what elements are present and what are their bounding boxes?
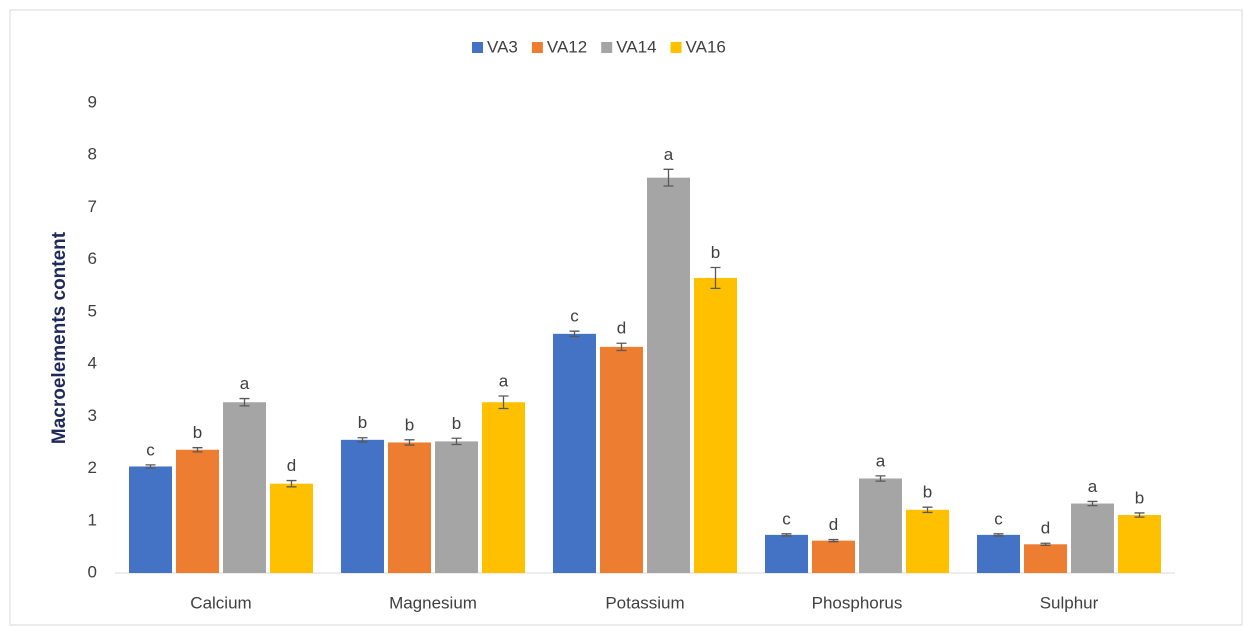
legend-label: VA3 (487, 37, 518, 56)
bar (694, 277, 737, 573)
significance-label: b (358, 413, 367, 432)
error-bar (993, 533, 1004, 537)
bar (129, 466, 172, 573)
legend-label: VA14 (616, 37, 656, 56)
bar (176, 449, 219, 573)
error-bar (828, 538, 839, 543)
significance-label: d (287, 456, 296, 475)
bar (388, 442, 431, 573)
y-tick-label: 2 (88, 458, 97, 477)
bar (600, 346, 643, 573)
significance-label: b (711, 243, 720, 262)
y-tick-label: 9 (88, 92, 97, 111)
legend-swatch (531, 42, 543, 53)
significance-label: d (1041, 519, 1050, 538)
error-bar (498, 395, 509, 410)
significance-label: a (664, 145, 674, 164)
error-bar (404, 439, 415, 446)
bar (1071, 503, 1114, 573)
significance-label: b (405, 415, 414, 434)
significance-label: b (452, 414, 461, 433)
error-bar (922, 506, 933, 514)
y-tick-label: 0 (88, 562, 97, 581)
bar (553, 333, 596, 573)
error-bar (451, 437, 462, 446)
significance-label: a (240, 374, 250, 393)
y-axis-title: Macroelements content (49, 231, 70, 444)
legend-label: VA12 (547, 37, 587, 56)
significance-label: c (146, 440, 155, 459)
bar (977, 534, 1020, 573)
bar (435, 441, 478, 573)
bar (223, 402, 266, 573)
error-bar (1040, 542, 1051, 546)
y-tick-label: 6 (88, 249, 97, 268)
x-tick-label: Sulphur (1040, 593, 1099, 612)
error-bar (616, 342, 627, 352)
significance-label: c (570, 307, 579, 326)
y-tick-label: 4 (88, 354, 97, 373)
significance-label: b (193, 423, 202, 442)
x-tick-label: Potassium (605, 593, 684, 612)
significance-label: b (923, 483, 932, 502)
error-bar (145, 464, 156, 469)
error-bar (710, 266, 721, 290)
significance-label: c (994, 509, 1003, 528)
significance-label: a (1088, 477, 1098, 496)
significance-label: c (782, 509, 791, 528)
significance-label: d (617, 319, 626, 338)
bar (1024, 544, 1067, 573)
error-bar (357, 437, 368, 443)
x-tick-label: Magnesium (389, 593, 477, 612)
y-tick-label: 5 (88, 301, 97, 320)
error-bar (239, 397, 250, 407)
x-tick-label: Calcium (190, 593, 251, 612)
bar (647, 177, 690, 573)
bar (341, 439, 384, 573)
error-bar (663, 168, 674, 187)
y-tick-label: 8 (88, 145, 97, 164)
legend-swatch (601, 42, 613, 53)
error-bar (192, 447, 203, 453)
significance-label: a (499, 371, 509, 390)
significance-label: a (876, 451, 886, 470)
legend-swatch (670, 42, 682, 53)
y-tick-label: 1 (88, 510, 97, 529)
significance-label: b (1135, 488, 1144, 507)
error-bar (1134, 512, 1145, 518)
error-bar (569, 330, 580, 338)
legend-swatch (472, 42, 483, 53)
y-tick-label: 7 (88, 197, 97, 216)
significance-label: d (829, 515, 838, 534)
error-bar (875, 475, 886, 482)
x-tick-label: Phosphorus (812, 593, 903, 612)
error-bar (1087, 500, 1098, 507)
bar (812, 540, 855, 573)
bar (859, 478, 902, 573)
y-tick-label: 3 (88, 406, 97, 425)
bar (482, 402, 525, 573)
bar (906, 509, 949, 573)
bar (765, 534, 808, 573)
bar (1118, 515, 1161, 573)
legend-label: VA16 (686, 37, 726, 56)
error-bar (781, 533, 792, 537)
bar (270, 483, 313, 573)
error-bar (286, 479, 297, 488)
